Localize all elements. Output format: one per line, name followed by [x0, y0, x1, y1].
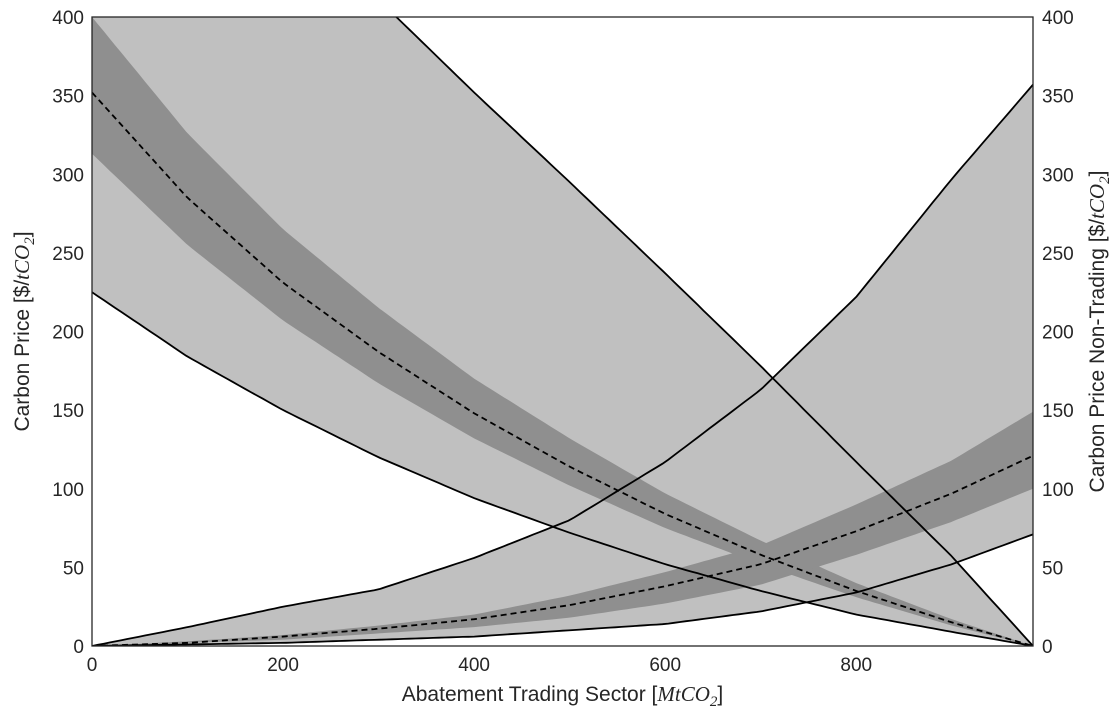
lines-layer	[92, 17, 1033, 646]
x-tick-label: 0	[87, 655, 98, 676]
y-tick-label-left: 50	[63, 558, 84, 579]
x-tick-label: 200	[267, 655, 299, 676]
y-tick-label-left: 0	[73, 637, 84, 658]
plot-frame	[91, 16, 1034, 647]
x-axis-label: Abatement Trading Sector [MtCO2]	[402, 682, 723, 710]
y-tick-label-right: 300	[1042, 165, 1074, 186]
y-tick-label-right: 50	[1042, 558, 1063, 579]
y-tick-label-right: 0	[1042, 637, 1053, 658]
y-tick-label-left: 400	[52, 8, 84, 29]
x-tick-label: 400	[458, 655, 490, 676]
y-axis-label-left: Carbon Price [$/tCO2]	[10, 231, 38, 431]
y-tick-label-right: 150	[1042, 401, 1074, 422]
trading-lower-line	[92, 291, 1033, 646]
x-tick-label: 800	[840, 655, 872, 676]
non_trading-outer-band	[92, 84, 1033, 646]
bands-layer	[92, 17, 1033, 646]
trading-median-line	[92, 91, 1033, 646]
trading-upper-line	[395, 17, 1033, 646]
y-tick-label-left: 100	[52, 480, 84, 501]
ticks-layer: 0 200 400 600 800 0 50 100 150 200 250 300 350 400 0 50…	[52, 8, 1073, 676]
non_trading-median-line	[92, 454, 1033, 646]
y-tick-label-right: 200	[1042, 323, 1074, 344]
y-tick-label-left: 350	[52, 87, 84, 108]
y-tick-label-left: 250	[52, 244, 84, 265]
y-axis-label-right: Carbon Price Non-Trading [$/tCO2]	[1085, 171, 1113, 493]
y-tick-label-left: 200	[52, 323, 84, 344]
non_trading-inner-band	[92, 411, 1033, 646]
y-tick-label-left: 150	[52, 401, 84, 422]
y-tick-label-right: 400	[1042, 8, 1074, 29]
y-tick-label-right: 350	[1042, 87, 1074, 108]
y-tick-label-left: 300	[52, 165, 84, 186]
non_trading-lower-line	[92, 533, 1033, 646]
non_trading-upper-line	[92, 84, 1033, 646]
y-tick-label-right: 100	[1042, 480, 1074, 501]
x-tick-label: 600	[649, 655, 681, 676]
y-tick-label-right: 250	[1042, 244, 1074, 265]
